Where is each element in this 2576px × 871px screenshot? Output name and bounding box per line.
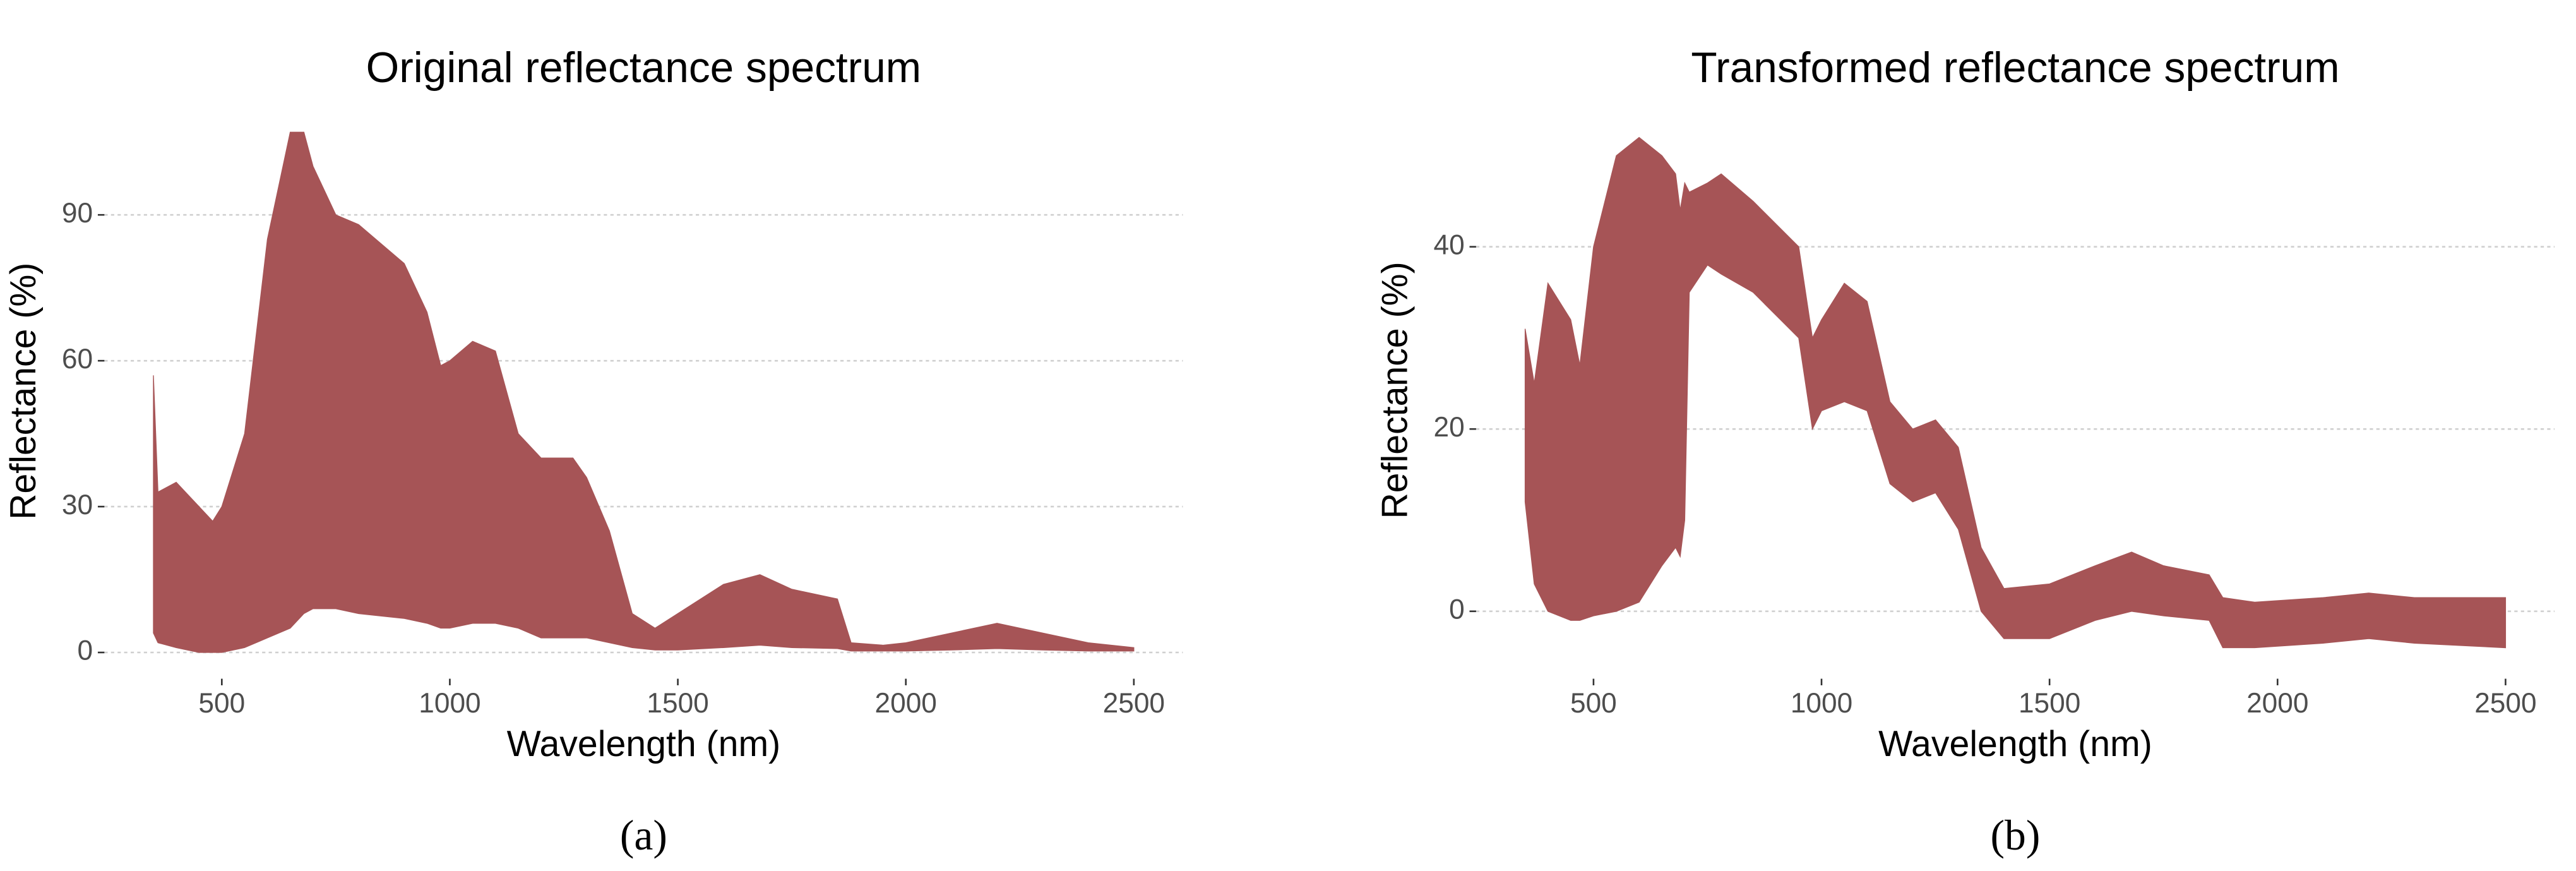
y-tick-label: 30 [62, 490, 93, 520]
x-tick-label: 2000 [875, 688, 937, 719]
x-tick-label: 1000 [419, 688, 480, 719]
x-tick-label: 2500 [1103, 688, 1165, 719]
reflectance-band [153, 131, 1135, 653]
y-axis-label: Reflectance (%) [3, 263, 44, 520]
y-axis-label: Reflectance (%) [1375, 261, 1416, 519]
x-axis-label: Wavelength (nm) [507, 724, 781, 764]
x-tick-label: 500 [198, 688, 245, 719]
x-tick-label: 2500 [2474, 688, 2536, 719]
chart-title: Original reflectance spectrum [366, 44, 921, 92]
x-tick-label: 1500 [647, 688, 708, 719]
y-tick-label: 0 [78, 635, 93, 666]
x-tick-label: 1500 [2018, 688, 2080, 719]
y-tick-label: 40 [1434, 229, 1465, 260]
y-tick-label: 0 [1449, 594, 1465, 625]
x-tick-label: 500 [1570, 688, 1617, 719]
caption: (b) [1991, 812, 2041, 859]
caption: (a) [620, 812, 667, 859]
y-tick-label: 60 [62, 344, 93, 375]
x-tick-label: 2000 [2246, 688, 2308, 719]
chart-title: Transformed reflectance spectrum [1691, 44, 2339, 92]
y-tick-label: 20 [1434, 412, 1465, 443]
x-tick-label: 1000 [1791, 688, 1852, 719]
x-axis-label: Wavelength (nm) [1878, 724, 2152, 764]
y-tick-label: 90 [62, 198, 93, 229]
reflectance-band [1524, 136, 2507, 649]
